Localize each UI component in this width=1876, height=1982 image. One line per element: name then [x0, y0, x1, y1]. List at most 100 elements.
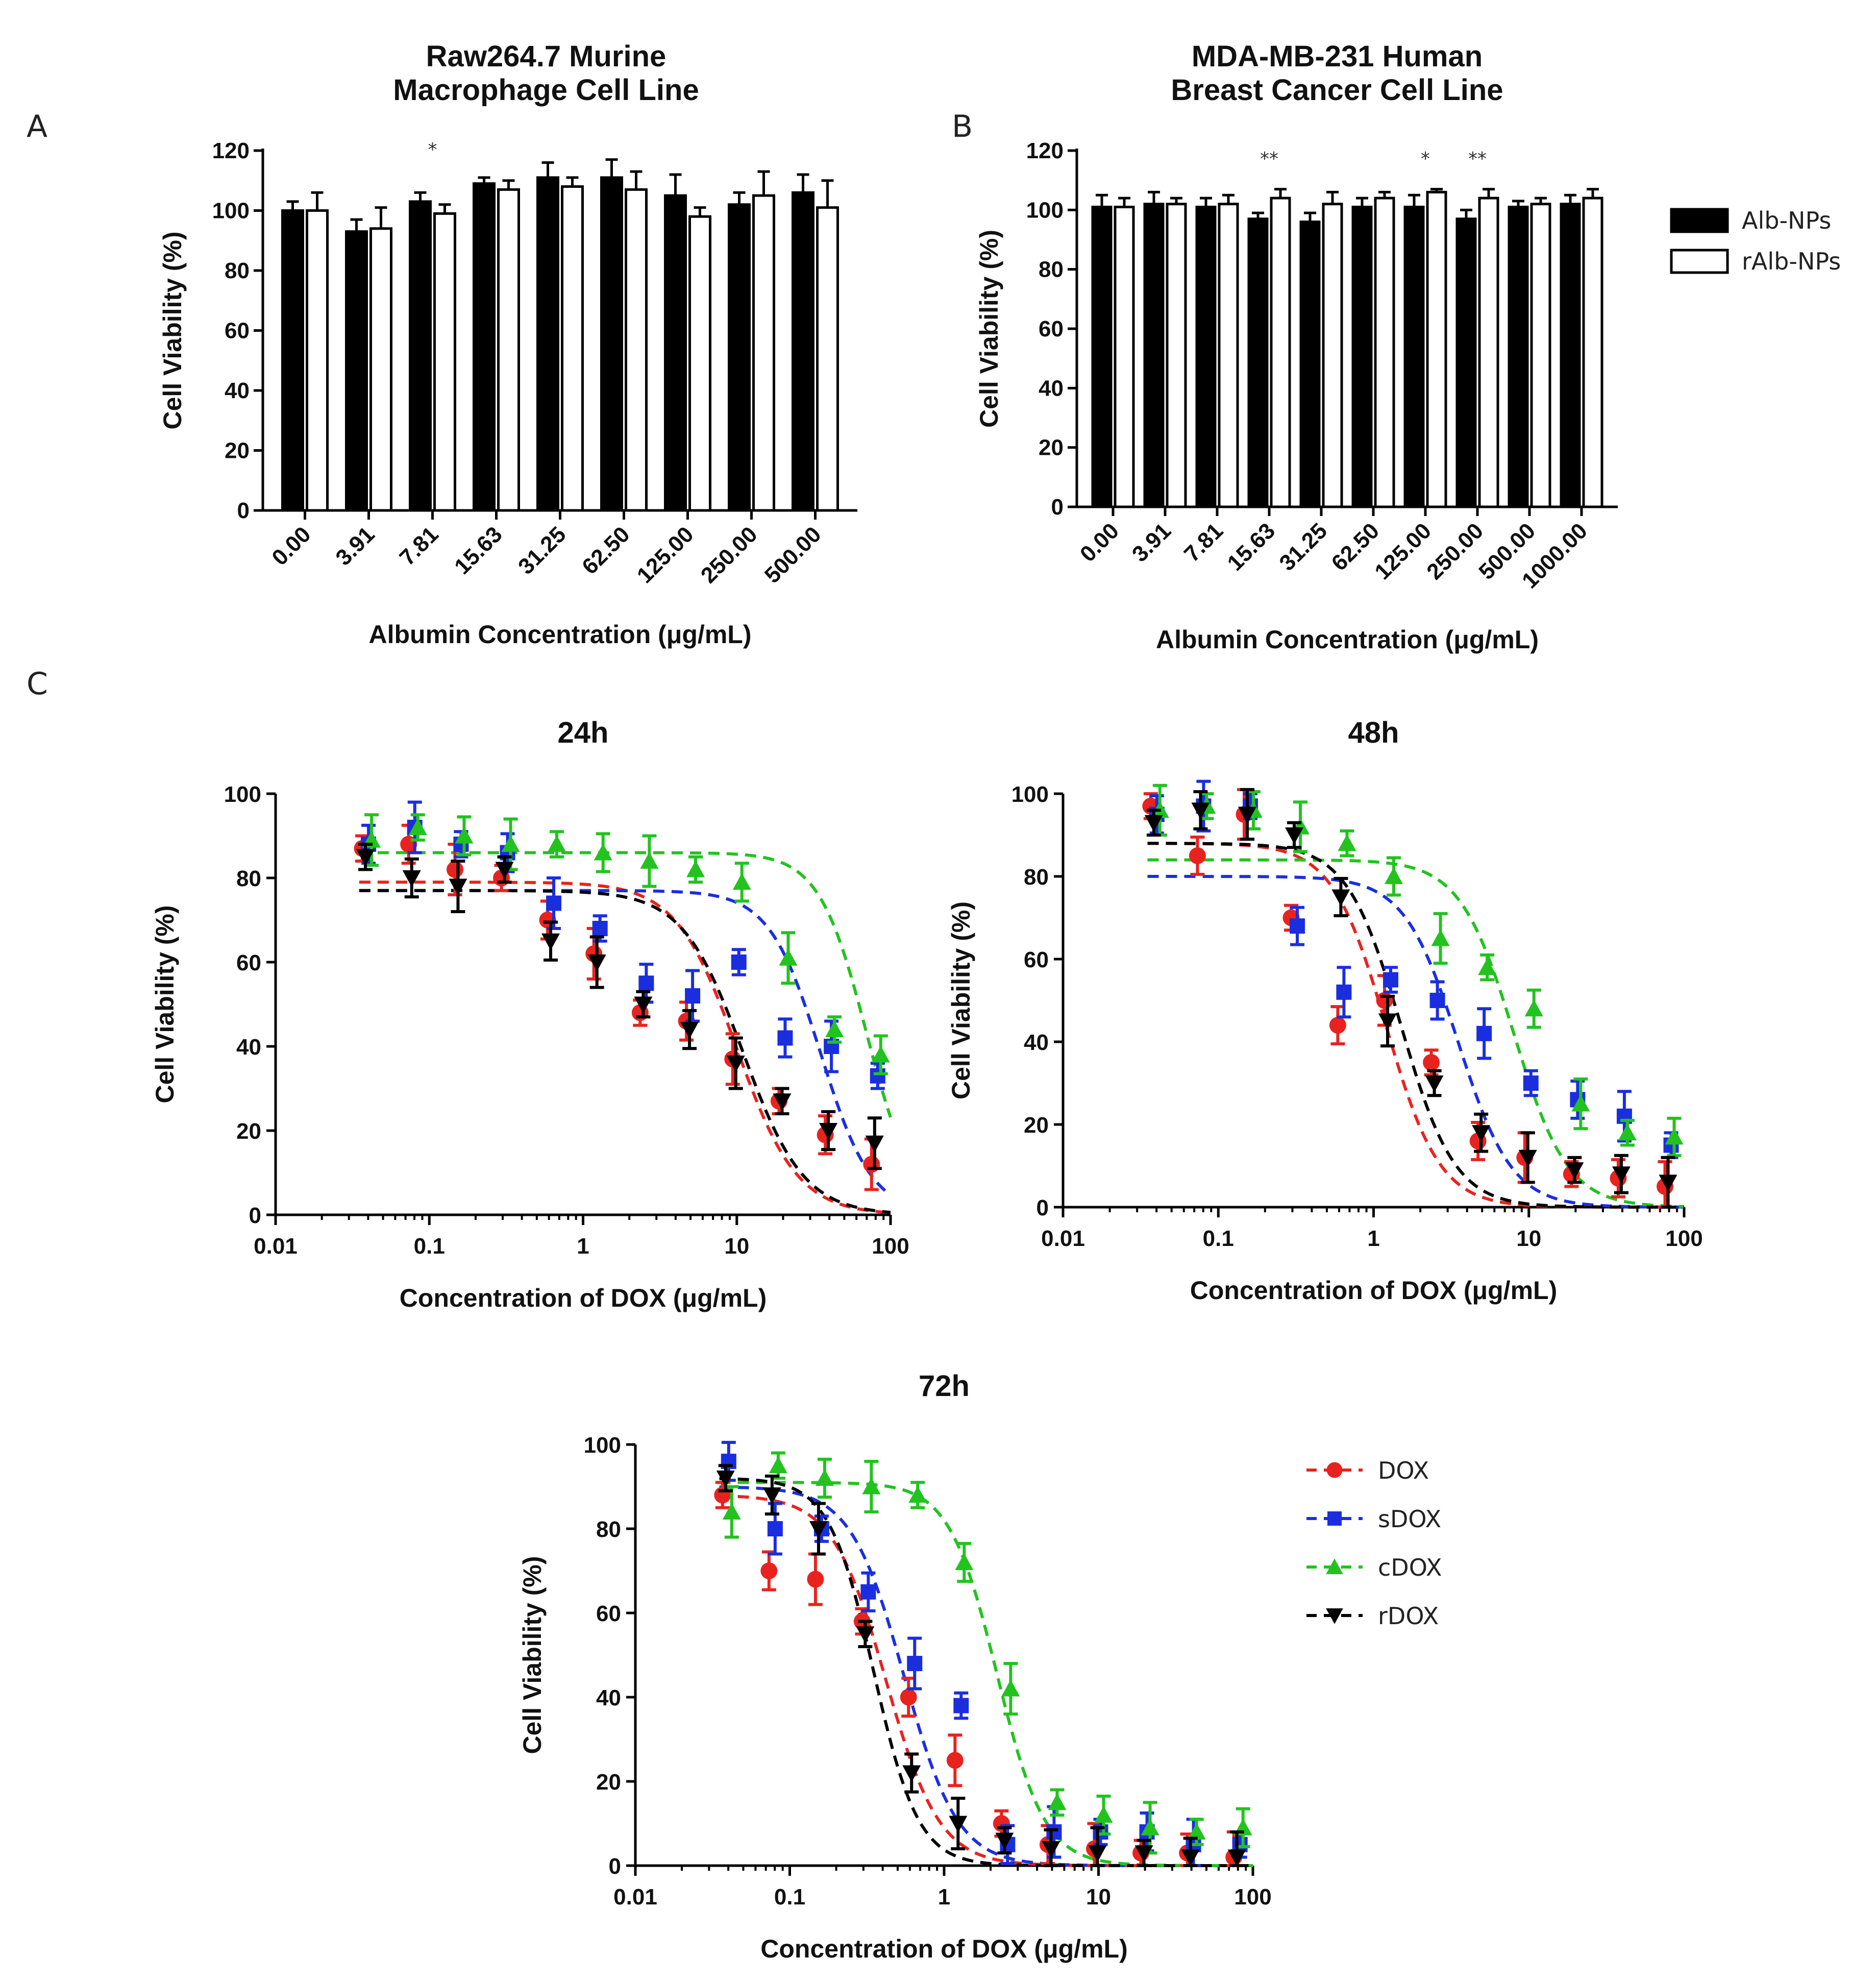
data-point-sdox — [1336, 984, 1352, 1000]
data-point-dox — [946, 1752, 964, 1769]
data-point-dox — [1189, 847, 1206, 864]
y-tick-label: 40 — [596, 1685, 621, 1710]
data-point-cdox — [955, 1553, 974, 1570]
bar-ralb-nps — [1582, 197, 1603, 508]
data-point-cdox — [1001, 1679, 1020, 1697]
data-point-cdox — [594, 843, 612, 861]
bar-ralb-nps — [1114, 206, 1135, 508]
y-tick-label: 0 — [1051, 495, 1064, 520]
y-tick-label: 80 — [1024, 865, 1049, 890]
data-point-rdox — [716, 1471, 735, 1487]
y-tick-label: 120 — [1026, 138, 1064, 163]
data-point-rdox — [726, 1056, 745, 1072]
fit-curve-cdox — [359, 851, 892, 1118]
x-tick-label: 100 — [1665, 1226, 1702, 1251]
legend-swatch-alb-nps — [1670, 208, 1729, 233]
panel-letter-b: B — [952, 109, 973, 144]
x-tick-label: 10 — [1086, 1885, 1111, 1910]
data-point-rdox — [856, 1626, 875, 1644]
chart-title-line: MDA-MB-231 Human — [1192, 40, 1483, 73]
data-point-rdox — [541, 933, 560, 950]
y-tick-label: 0 — [237, 498, 250, 523]
fit-curve-sdox — [359, 889, 892, 1196]
bar-ralb-nps — [1478, 197, 1499, 508]
data-point-sdox — [860, 1584, 876, 1600]
fit-curve-rdox — [359, 889, 891, 1214]
bar-alb-nps — [664, 194, 687, 512]
legend-marker-cdox — [1326, 1558, 1343, 1574]
data-point-cdox — [722, 1503, 741, 1520]
data-point-sdox — [1476, 1025, 1492, 1041]
bar-ralb-nps — [306, 209, 329, 512]
data-point-rdox — [1134, 1845, 1153, 1863]
data-point-rdox — [1191, 802, 1210, 820]
data-point-sdox — [907, 1656, 923, 1671]
bar-ralb-nps — [1322, 203, 1343, 508]
data-point-sdox — [592, 921, 608, 936]
data-point-cdox — [1618, 1123, 1637, 1141]
bar-alb-nps — [792, 191, 814, 512]
y-tick-label: 120 — [212, 138, 250, 163]
data-point-dox — [1423, 1054, 1440, 1071]
data-point-cdox — [640, 852, 659, 869]
x-tick-label: 100 — [872, 1234, 909, 1259]
data-point-sdox — [777, 1030, 793, 1046]
data-point-cdox — [732, 873, 751, 890]
data-point-rdox — [1088, 1845, 1107, 1863]
chart-title: 24h — [558, 716, 609, 749]
y-tick-label: 100 — [1026, 198, 1064, 223]
y-tick-label: 100 — [1011, 782, 1049, 807]
y-tick-label: 40 — [1024, 1030, 1049, 1055]
bar-alb-nps — [536, 176, 559, 512]
chart-title: 72h — [919, 1369, 970, 1403]
y-tick-label: 20 — [596, 1770, 621, 1795]
y-tick-label: 60 — [1024, 947, 1049, 972]
data-point-sdox — [767, 1521, 783, 1536]
bar-alb-nps — [281, 209, 304, 512]
fit-curve-rdox — [719, 1477, 1253, 1867]
significance-marker: * — [1421, 149, 1430, 169]
data-point-rdox — [1565, 1162, 1584, 1180]
data-point-cdox — [1478, 958, 1497, 975]
data-point-rdox — [680, 1022, 699, 1039]
y-tick-label: 80 — [225, 258, 250, 283]
legend-marker-sdox — [1327, 1511, 1342, 1526]
data-point-rdox — [1238, 806, 1257, 824]
data-point-sdox — [870, 1068, 885, 1084]
data-point-cdox — [455, 826, 474, 844]
data-point-dox — [1329, 1017, 1346, 1034]
data-point-rdox — [1425, 1075, 1444, 1092]
bar-ralb-nps — [816, 206, 839, 512]
y-tick-label: 20 — [1039, 435, 1064, 460]
data-point-rdox — [1472, 1125, 1491, 1142]
legend-label: Alb-NPs — [1742, 207, 1831, 234]
y-tick-label: 20 — [236, 1119, 261, 1144]
data-point-rdox — [1612, 1166, 1631, 1184]
x-tick-label: 0.1 — [414, 1234, 445, 1259]
x-axis-label: Albumin Concentration (μg/mL) — [1156, 625, 1539, 654]
bar-ralb-nps — [1166, 203, 1187, 508]
y-tick-label: 20 — [1024, 1113, 1049, 1138]
data-point-rdox — [902, 1765, 921, 1782]
y-tick-label: 80 — [236, 866, 261, 891]
legend-marker-dox — [1326, 1462, 1343, 1478]
y-tick-label: 100 — [584, 1433, 621, 1458]
data-point-sdox — [953, 1698, 969, 1714]
data-point-cdox — [1571, 1094, 1590, 1112]
data-point-dox — [807, 1571, 824, 1588]
legend-swatch-ralb-nps — [1670, 249, 1729, 274]
y-tick-label: 80 — [596, 1517, 621, 1542]
x-tick-label: 1 — [938, 1885, 950, 1910]
data-point-rdox — [495, 862, 514, 879]
legend-label: sDOX — [1378, 1505, 1441, 1533]
data-point-cdox — [1384, 867, 1403, 884]
fit-curve-rdox — [1147, 842, 1684, 1209]
data-point-rdox — [1659, 1174, 1677, 1192]
data-point-cdox — [1141, 1818, 1159, 1836]
bar-ralb-nps — [1218, 203, 1239, 508]
x-axis-label: Albumin Concentration (μg/mL) — [369, 620, 752, 649]
y-tick-label: 40 — [1039, 376, 1064, 401]
bar-alb-nps — [1351, 206, 1373, 508]
legend-label: rAlb-NPs — [1742, 248, 1841, 275]
